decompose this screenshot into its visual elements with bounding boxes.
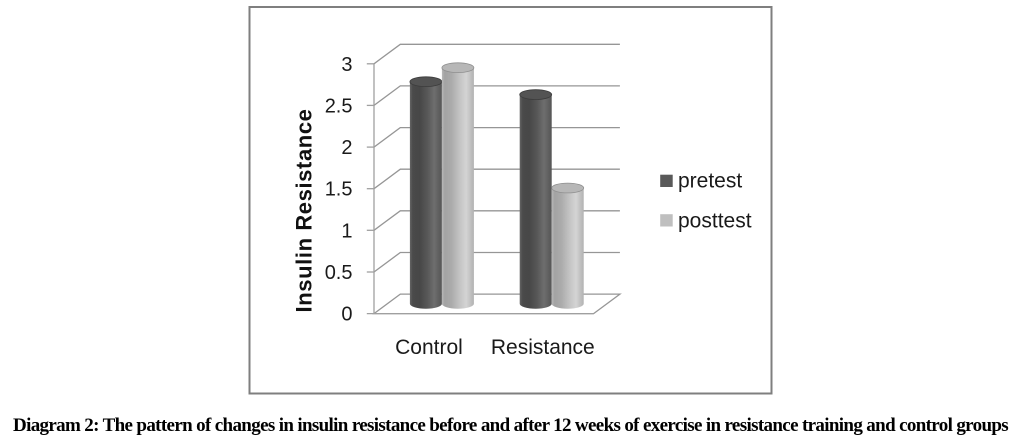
svg-text:2.5: 2.5 [325, 95, 353, 117]
svg-text:pretest: pretest [678, 170, 742, 193]
svg-text:1.5: 1.5 [325, 179, 353, 201]
svg-text:0.5: 0.5 [325, 262, 353, 284]
svg-text:Resistance: Resistance [491, 336, 595, 359]
svg-text:posttest: posttest [678, 209, 752, 232]
svg-text:Control: Control [395, 336, 463, 359]
svg-text:2: 2 [341, 137, 352, 159]
svg-text:1: 1 [341, 220, 352, 242]
svg-text:Insulin Resistance: Insulin Resistance [292, 109, 317, 313]
svg-text:3: 3 [341, 54, 352, 76]
svg-text:0: 0 [341, 304, 352, 326]
